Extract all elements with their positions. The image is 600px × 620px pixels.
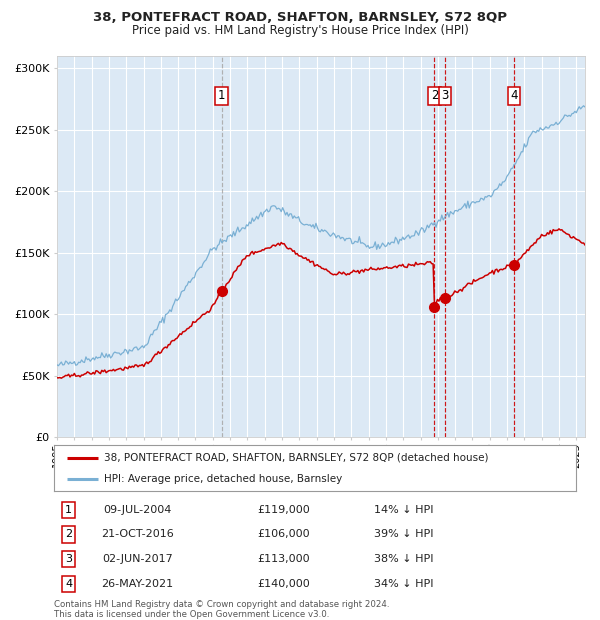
Text: 4: 4 bbox=[65, 579, 72, 589]
Text: 38, PONTEFRACT ROAD, SHAFTON, BARNSLEY, S72 8QP: 38, PONTEFRACT ROAD, SHAFTON, BARNSLEY, … bbox=[93, 11, 507, 24]
Text: £119,000: £119,000 bbox=[257, 505, 310, 515]
Text: 14% ↓ HPI: 14% ↓ HPI bbox=[374, 505, 433, 515]
Text: 02-JUN-2017: 02-JUN-2017 bbox=[102, 554, 173, 564]
Text: 1: 1 bbox=[218, 89, 226, 102]
Text: 4: 4 bbox=[510, 89, 518, 102]
Text: 3: 3 bbox=[65, 554, 72, 564]
Text: Contains HM Land Registry data © Crown copyright and database right 2024.
This d: Contains HM Land Registry data © Crown c… bbox=[54, 600, 389, 619]
Text: Price paid vs. HM Land Registry's House Price Index (HPI): Price paid vs. HM Land Registry's House … bbox=[131, 24, 469, 37]
Text: 26-MAY-2021: 26-MAY-2021 bbox=[101, 579, 173, 589]
Text: 1: 1 bbox=[65, 505, 72, 515]
Text: 39% ↓ HPI: 39% ↓ HPI bbox=[374, 529, 433, 539]
Text: 2: 2 bbox=[65, 529, 72, 539]
Text: 38% ↓ HPI: 38% ↓ HPI bbox=[374, 554, 433, 564]
Text: 34% ↓ HPI: 34% ↓ HPI bbox=[374, 579, 433, 589]
Text: 3: 3 bbox=[442, 89, 449, 102]
Text: £106,000: £106,000 bbox=[257, 529, 310, 539]
Text: £140,000: £140,000 bbox=[257, 579, 310, 589]
Text: 2: 2 bbox=[431, 89, 438, 102]
Text: 38, PONTEFRACT ROAD, SHAFTON, BARNSLEY, S72 8QP (detached house): 38, PONTEFRACT ROAD, SHAFTON, BARNSLEY, … bbox=[104, 453, 488, 463]
Text: 21-OCT-2016: 21-OCT-2016 bbox=[101, 529, 174, 539]
Text: £113,000: £113,000 bbox=[257, 554, 310, 564]
Text: HPI: Average price, detached house, Barnsley: HPI: Average price, detached house, Barn… bbox=[104, 474, 342, 484]
Text: 09-JUL-2004: 09-JUL-2004 bbox=[103, 505, 172, 515]
